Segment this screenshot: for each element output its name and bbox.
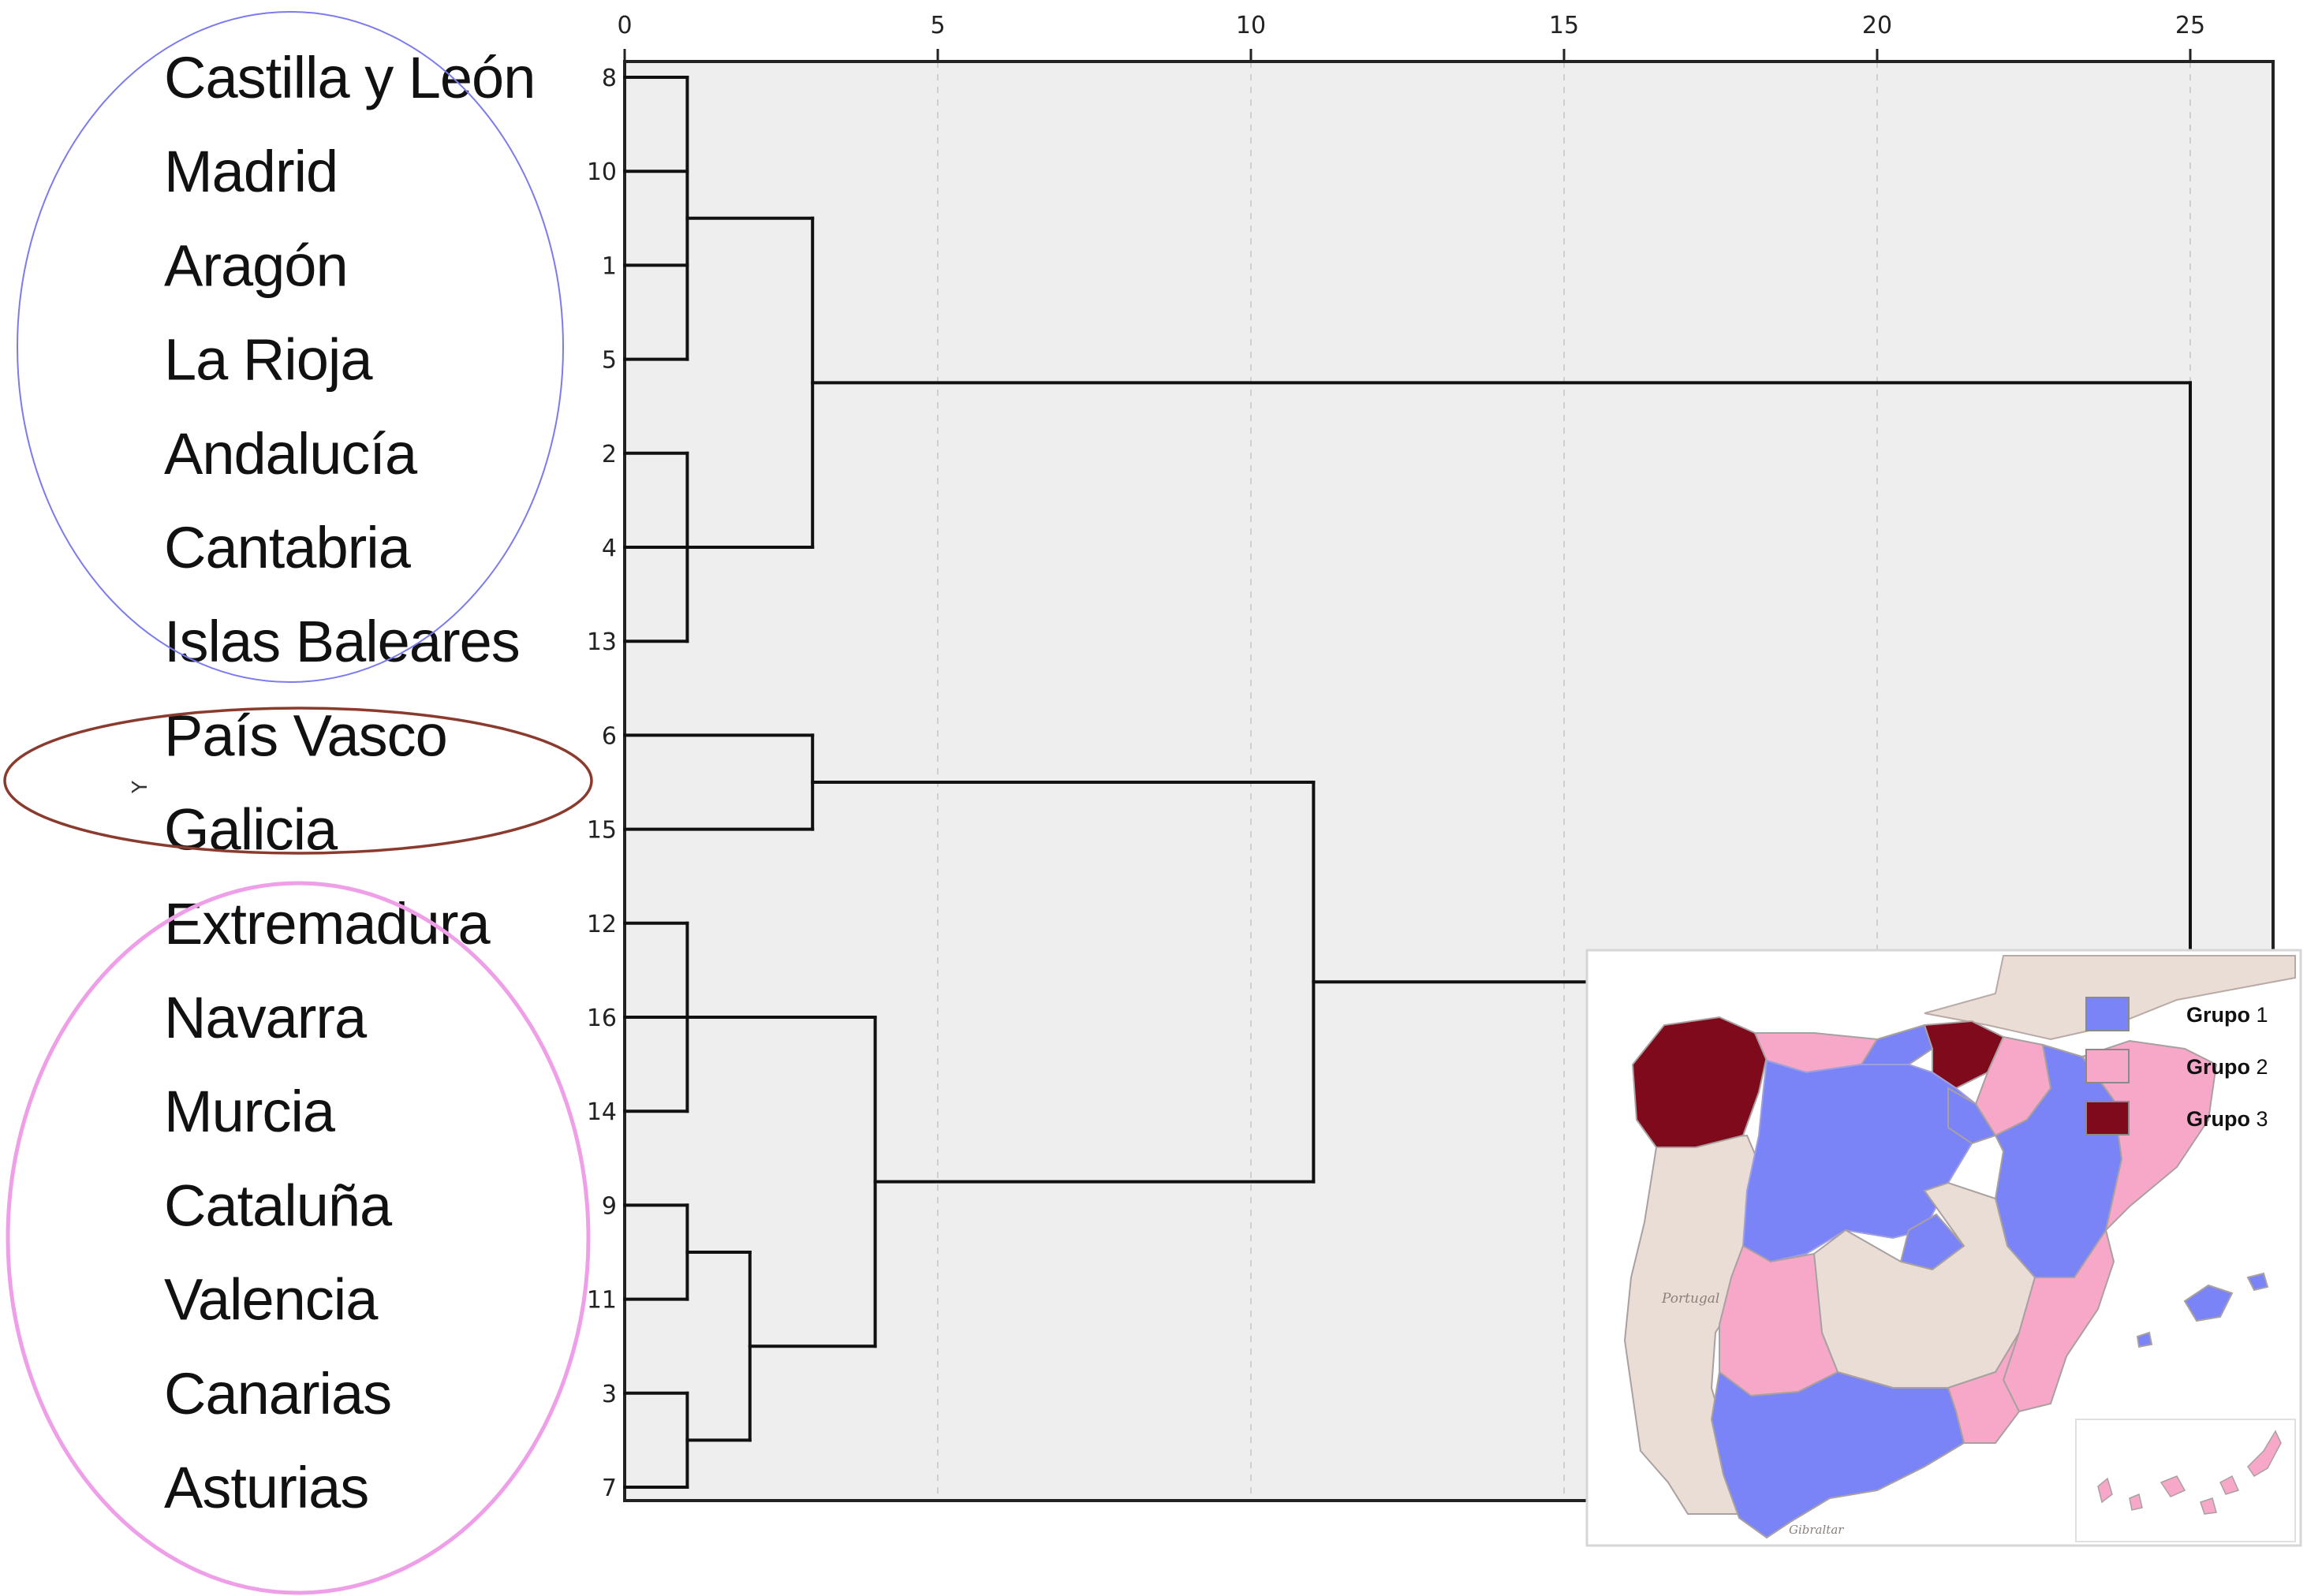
- stray-mark: Y: [129, 781, 152, 794]
- leaf-id-label: 3: [602, 1381, 617, 1408]
- map-canarias: [2097, 1430, 2282, 1515]
- legend-label-word: Grupo: [2186, 1003, 2257, 1027]
- leaf-id-label: 7: [602, 1475, 617, 1502]
- region-label: Madrid: [164, 139, 338, 204]
- x-tick-label: 15: [1549, 12, 1579, 39]
- leaf-id-label: 13: [587, 628, 617, 656]
- leaf-id-label: 12: [587, 911, 617, 938]
- legend-label-word: Grupo: [2186, 1107, 2257, 1131]
- leaf-id-label: 15: [587, 817, 617, 845]
- region-label: Murcia: [164, 1079, 336, 1144]
- legend-label-number: 1: [2257, 1003, 2268, 1027]
- region-label: Aragón: [164, 233, 348, 298]
- legend-label: Grupo 2: [2186, 1055, 2268, 1079]
- legend-swatch: [2085, 1101, 2130, 1135]
- x-tick-label: 10: [1236, 12, 1266, 39]
- legend-swatch: [2085, 997, 2130, 1031]
- leaf-id-label: 14: [587, 1098, 617, 1126]
- x-tick-label: 5: [930, 12, 945, 39]
- group-3-outline: [3, 707, 593, 855]
- map-pais-vasco: [1923, 1020, 2005, 1090]
- map-baleares: [2136, 1272, 2269, 1348]
- region-label: Cantabria: [164, 515, 412, 580]
- region-label: Andalucía: [164, 421, 418, 487]
- leaf-id-label: 9: [602, 1192, 617, 1220]
- region-label: Asturias: [164, 1455, 368, 1520]
- legend-label: Grupo 3: [2186, 1107, 2268, 1131]
- map-andalucia: [1710, 1370, 1965, 1539]
- map-cantabria: [1860, 1024, 1934, 1065]
- map-la-rioja: [1947, 1087, 1997, 1145]
- legend-label: Grupo 1: [2186, 1003, 2268, 1027]
- region-label: Extremadura: [164, 891, 491, 956]
- map-canarias-box: [2075, 1419, 2296, 1542]
- dendrogram-links: [623, 76, 2192, 1489]
- map-galicia: [1631, 1016, 1768, 1148]
- legend-label-number: 2: [2257, 1055, 2268, 1079]
- region-label: Islas Baleares: [164, 609, 520, 674]
- region-label: Navarra: [164, 985, 368, 1050]
- plot-frame: [623, 60, 2275, 1502]
- region-label: Castilla y León: [164, 45, 535, 110]
- group-1-outline: [17, 11, 564, 683]
- leaf-id-label: 5: [602, 347, 617, 375]
- leaf-id-label: 16: [587, 1005, 617, 1032]
- map-cataluna: [2081, 1039, 2218, 1233]
- x-tick-label: 25: [2175, 12, 2205, 39]
- legend-label-word: Grupo: [2186, 1055, 2257, 1079]
- region-labels: Castilla y León Madrid Aragón La Rioja Andal…: [164, 45, 536, 1520]
- leaf-id-label: 11: [587, 1287, 617, 1314]
- region-label: Valencia: [164, 1267, 379, 1333]
- group-2-outline: [6, 881, 591, 1595]
- region-label: Cataluña: [164, 1173, 393, 1238]
- leaf-id-label: 4: [602, 535, 617, 562]
- x-tick-label: 20: [1862, 12, 1892, 39]
- legend-label-number: 3: [2257, 1107, 2268, 1131]
- leaf-id-label: 1: [602, 252, 617, 280]
- x-axis: 0 5 10 15 20 25: [617, 12, 2205, 62]
- x-tick-label: 0: [617, 12, 632, 39]
- region-label: Canarias: [164, 1361, 391, 1426]
- map-label-portugal: Portugal: [1661, 1291, 1719, 1307]
- region-label: La Rioja: [164, 327, 373, 393]
- leaf-id-label: 2: [602, 441, 617, 468]
- legend-swatch: [2085, 1049, 2130, 1083]
- map-label-gibraltar: Gibraltar: [1789, 1523, 1844, 1537]
- leaf-id-label: 8: [602, 65, 617, 92]
- leaf-id-label: 6: [602, 722, 617, 750]
- leaf-id-label: 10: [587, 158, 617, 186]
